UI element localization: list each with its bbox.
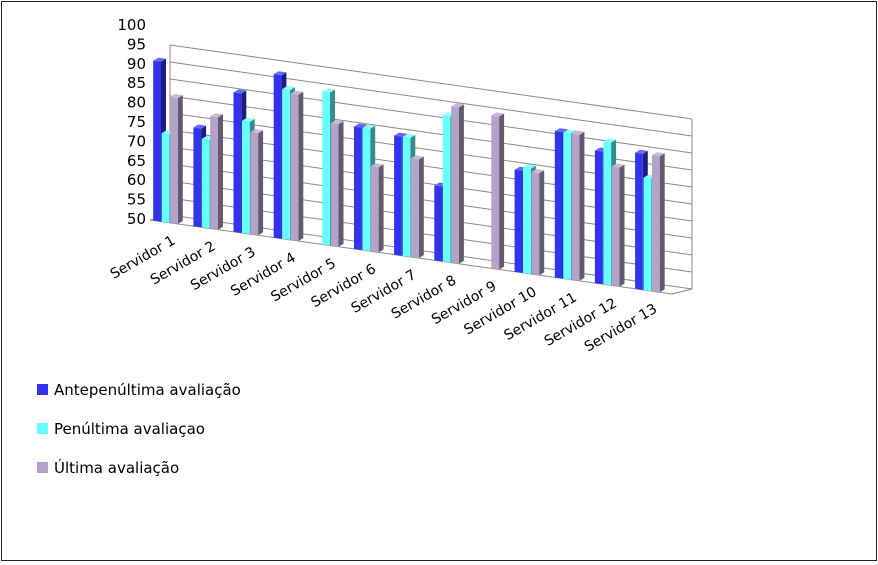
bar-3-servidor-9: [491, 112, 505, 270]
legend-item-3: Última avaliação: [37, 458, 179, 477]
legend-label: Penúltima avaliaçao: [54, 420, 205, 438]
gridline-95: [169, 61, 693, 137]
legend-item-2: Penúltima avaliaçao: [37, 420, 205, 438]
gridline-100: [169, 44, 693, 120]
bar-3-servidor-4: [290, 90, 304, 241]
y-tick-label: 100: [117, 16, 146, 34]
bar-3-servidor-2: [210, 113, 223, 230]
bar-3-servidor-5: [330, 120, 344, 247]
bar-3-servidor-12: [611, 163, 625, 287]
bar-3-servidor-7: [411, 155, 424, 259]
chart-legend: Antepenúltima avaliação Penúltima avaliaç…: [37, 381, 241, 477]
legend-label: Última avaliação: [54, 458, 179, 477]
y-tick-label: 55: [127, 191, 146, 209]
y-tick-label: 90: [127, 55, 146, 73]
bar-3-servidor-3: [250, 129, 264, 236]
y-tick-label: 75: [127, 113, 146, 131]
y-tick-label: 50: [127, 210, 146, 228]
legend-label: Antepenúltima avaliação: [54, 381, 241, 399]
y-tick-label: 95: [127, 35, 146, 53]
bar-3-servidor-11: [571, 130, 585, 281]
bar-3-servidor-8: [451, 103, 464, 264]
bar-3-servidor-10: [531, 169, 545, 276]
y-tick-label: 70: [127, 132, 146, 150]
floor-right-edge: [671, 288, 693, 295]
chart-bars: [153, 57, 665, 293]
y-tick-label: 65: [127, 152, 146, 170]
legend-swatch: [37, 423, 48, 434]
y-tick-label: 85: [127, 74, 146, 92]
y-tick-label: 60: [127, 171, 146, 189]
legend-swatch: [37, 384, 48, 395]
bar-3-servidor-6: [370, 163, 384, 253]
y-tick-label: 80: [127, 94, 146, 112]
legend-item-1: Antepenúltima avaliação: [37, 381, 241, 399]
bar-3-servidor-13: [651, 152, 665, 293]
legend-swatch: [37, 462, 48, 473]
bar-3-servidor-1: [170, 94, 183, 224]
